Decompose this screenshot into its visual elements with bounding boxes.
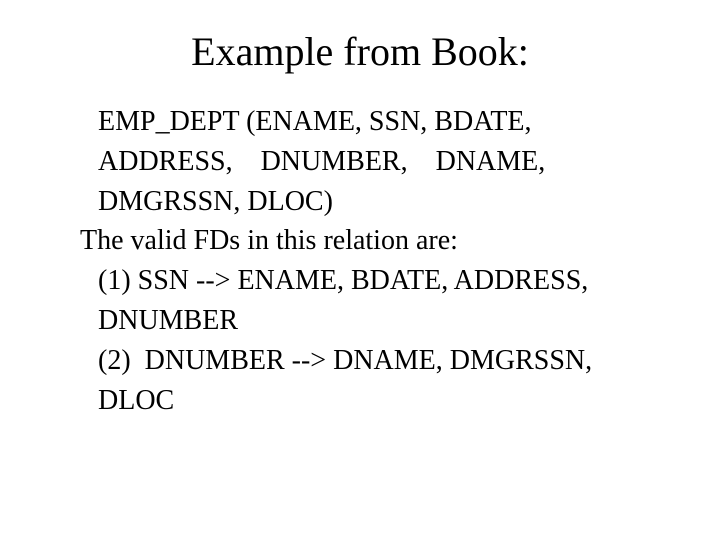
body-line-4: The valid FDs in this relation are: — [80, 222, 660, 260]
slide-container: Example from Book: EMP_DEPT (ENAME, SSN,… — [0, 0, 720, 540]
body-line-6: DNUMBER — [80, 302, 660, 340]
slide-body: EMP_DEPT (ENAME, SSN, BDATE, ADDRESS, DN… — [60, 103, 660, 419]
body-line-2: ADDRESS, DNUMBER, DNAME, — [80, 143, 660, 181]
body-line-5: (1) SSN --> ENAME, BDATE, ADDRESS, — [80, 262, 660, 300]
slide-title: Example from Book: — [60, 28, 660, 75]
body-line-7: (2) DNUMBER --> DNAME, DMGRSSN, — [80, 342, 660, 380]
body-line-3: DMGRSSN, DLOC) — [80, 183, 660, 221]
body-line-8: DLOC — [80, 382, 660, 420]
body-line-1: EMP_DEPT (ENAME, SSN, BDATE, — [80, 103, 660, 141]
